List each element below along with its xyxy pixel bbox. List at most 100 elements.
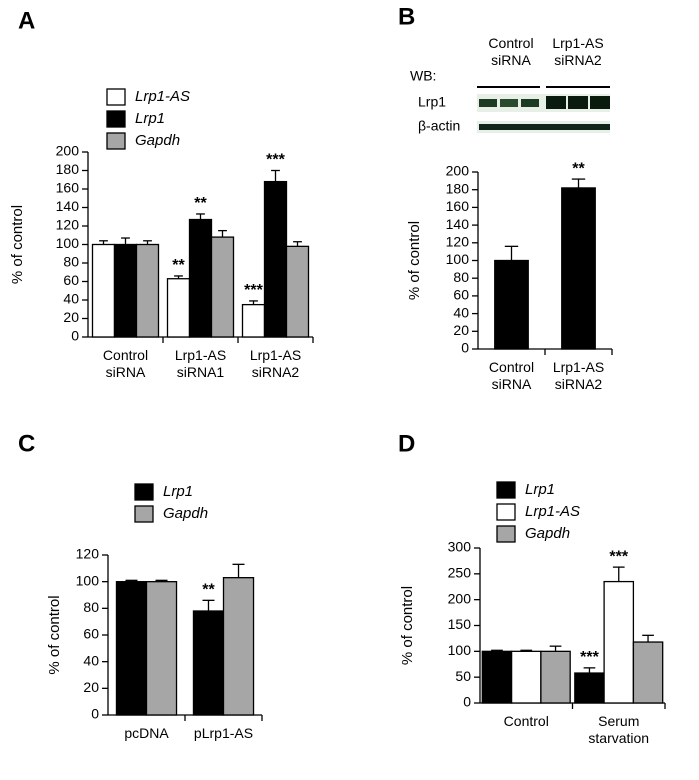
y-tick-label: 180 — [56, 161, 80, 177]
bar — [222, 577, 255, 716]
y-tick-label: 0 — [461, 340, 469, 356]
y-tick-label: 0 — [463, 694, 471, 710]
x-tick-label: pLrp1-AS — [193, 725, 254, 741]
y-tick-label: 20 — [63, 309, 79, 325]
panel-letter: D — [398, 430, 415, 457]
y-tick-label: 20 — [83, 679, 99, 695]
significance-label: *** — [609, 548, 628, 565]
bar — [285, 245, 310, 338]
significance-label: ** — [572, 160, 585, 177]
bar — [540, 650, 571, 704]
significance-label: ** — [194, 195, 207, 212]
x-tick-label: Lrp1-AS siRNA1 — [174, 347, 227, 380]
legend-label: Lrp1 — [525, 481, 555, 498]
bar — [632, 641, 664, 704]
x-tick-label: Lrp1-AS siRNA2 — [249, 347, 302, 380]
y-tick-label: 300 — [448, 539, 472, 555]
y-tick-label: 80 — [63, 254, 79, 270]
legend-swatch — [106, 88, 126, 106]
legend-label: Lrp1-AS — [525, 503, 580, 520]
y-tick-label: 180 — [446, 180, 470, 196]
bar — [135, 243, 160, 338]
blot-lane-label: Control siRNA — [488, 35, 534, 68]
y-tick-label: 120 — [446, 234, 470, 250]
y-tick-label: 80 — [453, 269, 469, 285]
bar — [192, 610, 225, 716]
significance-label: ** — [172, 257, 185, 274]
bar — [241, 303, 266, 338]
y-axis-label: % of control — [399, 586, 416, 665]
legend-label: Gapdh — [525, 525, 570, 542]
legend-swatch — [496, 481, 516, 499]
y-tick-label: 100 — [56, 235, 80, 251]
blot-band — [479, 99, 497, 107]
bar — [263, 180, 288, 338]
blot-band — [479, 124, 610, 130]
x-tick-label: Control — [503, 713, 549, 729]
y-tick-label: 200 — [56, 143, 80, 159]
panel-letter: C — [18, 430, 35, 457]
y-tick-label: 40 — [63, 291, 79, 307]
bar — [115, 581, 148, 716]
y-tick-label: 140 — [446, 216, 470, 232]
significance-label: *** — [244, 282, 263, 299]
bar — [166, 278, 191, 338]
y-tick-label: 40 — [453, 304, 469, 320]
y-tick-label: 100 — [76, 572, 100, 588]
bar — [561, 187, 596, 350]
legend-label: Lrp1-AS — [135, 88, 190, 105]
y-tick-label: 160 — [56, 180, 80, 196]
bar — [510, 650, 542, 704]
blot-band — [590, 96, 610, 109]
y-tick-label: 140 — [56, 198, 80, 214]
bar — [145, 581, 178, 716]
y-tick-label: 60 — [453, 287, 469, 303]
bar — [210, 236, 235, 338]
x-tick-label: Control siRNA — [488, 359, 535, 392]
y-tick-label: 120 — [76, 546, 100, 562]
y-tick-label: 80 — [83, 599, 99, 615]
y-tick-label: 100 — [446, 251, 470, 267]
y-tick-label: 150 — [448, 616, 472, 632]
x-tick-label: Control siRNA — [102, 347, 149, 380]
y-tick-label: 160 — [446, 198, 470, 214]
bar — [494, 259, 529, 350]
legend-swatch — [496, 525, 516, 543]
y-tick-label: 200 — [448, 590, 472, 606]
y-tick-label: 100 — [448, 642, 472, 658]
blot-label: WB: — [410, 68, 436, 84]
x-tick-label: Lrp1-AS siRNA2 — [552, 359, 605, 392]
x-tick-label: Serum starvation — [588, 713, 650, 746]
y-tick-label: 40 — [83, 652, 99, 668]
y-axis-label: % of control — [406, 221, 423, 300]
y-axis-label: % of control — [9, 205, 26, 284]
bar — [113, 243, 138, 338]
legend-label: Lrp1 — [163, 483, 193, 500]
significance-label: ** — [202, 582, 215, 599]
blot-row-label: β-actin — [418, 118, 460, 134]
legend-label: Gapdh — [163, 505, 208, 522]
panel-letter: A — [18, 7, 35, 34]
significance-label: *** — [266, 152, 285, 169]
y-tick-label: 0 — [91, 706, 99, 722]
blot-row-label: Lrp1 — [418, 94, 446, 110]
bar — [481, 650, 513, 704]
y-tick-label: 20 — [453, 322, 469, 338]
y-tick-label: 200 — [446, 163, 470, 179]
legend-swatch — [134, 505, 154, 523]
y-tick-label: 60 — [83, 626, 99, 642]
significance-label: *** — [580, 649, 599, 666]
legend-swatch — [134, 483, 154, 501]
y-tick-label: 50 — [455, 668, 471, 684]
blot-band — [568, 96, 588, 109]
blot-lane-label: Lrp1-AS siRNA2 — [552, 35, 604, 68]
legend-swatch — [106, 132, 126, 150]
blot-band — [546, 96, 566, 109]
legend-label: Lrp1 — [135, 110, 165, 127]
y-tick-label: 120 — [56, 217, 80, 233]
y-tick-label: 0 — [71, 328, 79, 344]
x-tick-label: pcDNA — [124, 725, 169, 741]
blot-band — [500, 99, 518, 107]
